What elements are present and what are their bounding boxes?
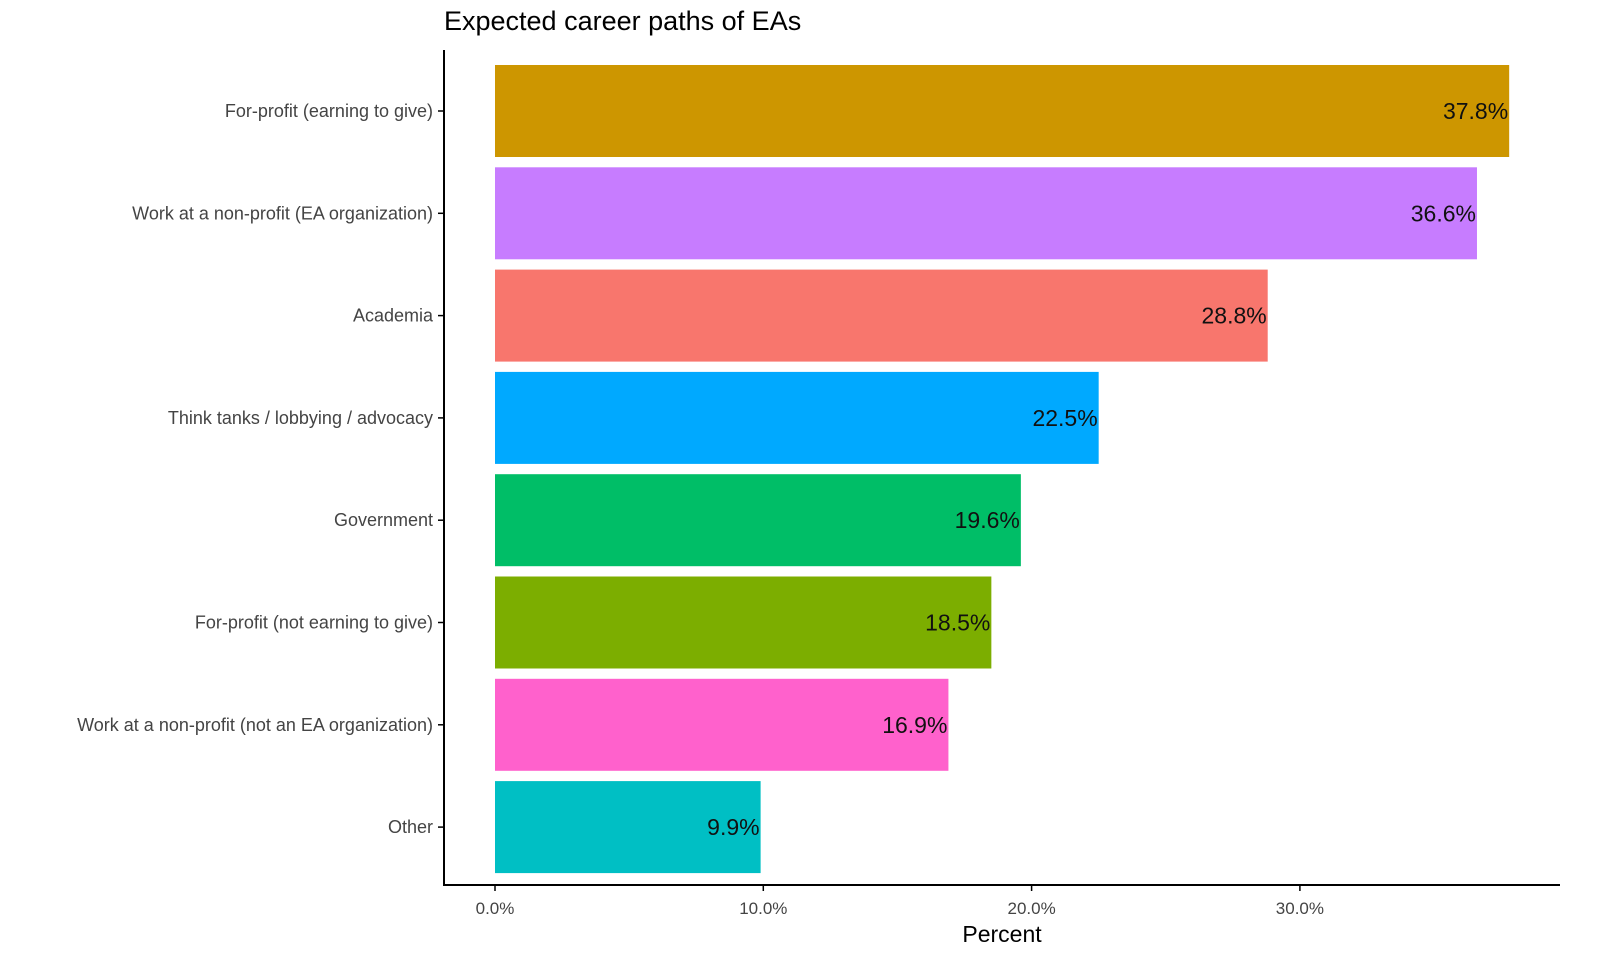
x-tick-label: 10.0% — [739, 899, 787, 918]
bar — [495, 781, 761, 874]
bar — [495, 678, 949, 771]
y-tick-label: For-profit (earning to give) — [225, 101, 433, 121]
data-label: 37.8% — [1443, 98, 1508, 124]
y-tick-label: Government — [334, 510, 433, 530]
data-label: 36.6% — [1411, 200, 1476, 226]
x-ticks-group: 0.0% 10.0% 20.0% 30.0% — [476, 885, 1324, 918]
x-axis-label: Percent — [962, 921, 1042, 947]
bar — [495, 65, 1510, 157]
bars-group: 37.8% For-profit (earning to give) 36.6% Wo… — [77, 65, 1510, 874]
x-tick-label: 0.0% — [476, 899, 515, 918]
data-label: 28.8% — [1201, 303, 1266, 329]
data-label: 16.9% — [882, 712, 947, 738]
bar — [495, 371, 1099, 464]
data-label: 9.9% — [707, 814, 759, 840]
data-label: 22.5% — [1032, 405, 1097, 431]
chart-title: Expected career paths of EAs — [444, 6, 801, 36]
bar — [495, 167, 1477, 260]
x-tick-label: 30.0% — [1276, 899, 1324, 918]
bar — [495, 269, 1268, 362]
data-label: 19.6% — [955, 507, 1020, 533]
y-tick-label: Work at a non-profit (not an EA organiza… — [77, 715, 433, 735]
bar — [495, 474, 1021, 567]
y-tick-label: Other — [388, 817, 433, 837]
y-tick-label: For-profit (not earning to give) — [195, 613, 433, 633]
y-tick-label: Work at a non-profit (EA organization) — [132, 203, 433, 223]
bar — [495, 576, 992, 669]
x-tick-label: 20.0% — [1007, 899, 1055, 918]
y-tick-label: Think tanks / lobbying / advocacy — [168, 408, 433, 428]
data-label: 18.5% — [925, 610, 990, 636]
y-tick-label: Academia — [353, 306, 434, 326]
